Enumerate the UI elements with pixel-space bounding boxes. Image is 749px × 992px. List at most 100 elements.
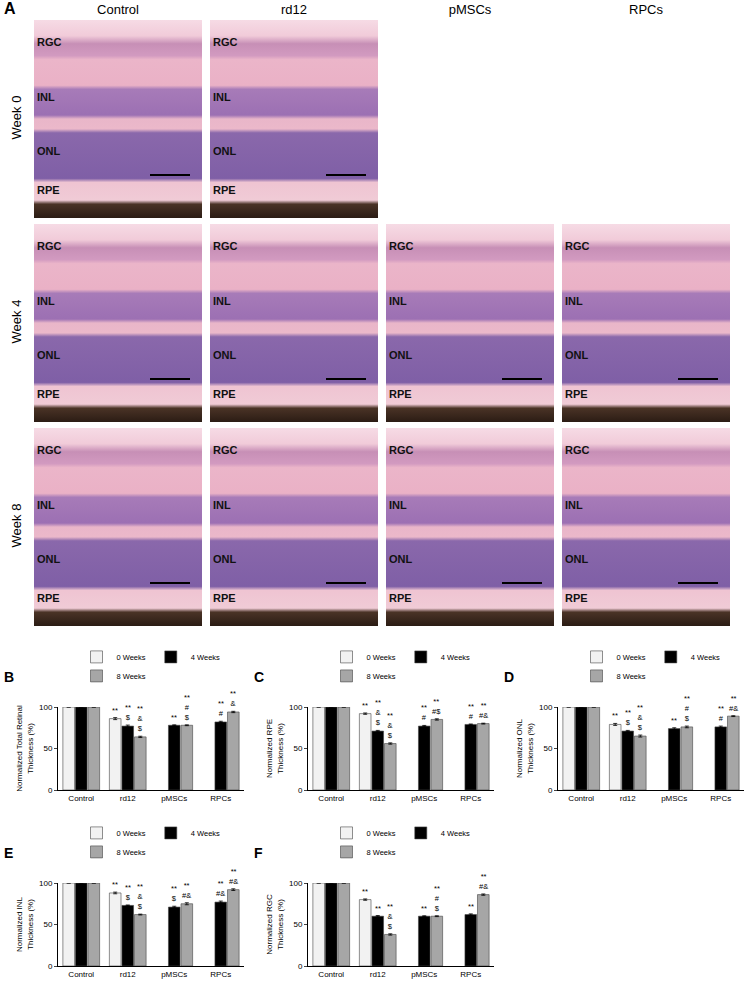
svg-text:RPCs: RPCs (460, 970, 481, 979)
svg-text:RPCs: RPCs (460, 794, 481, 803)
svg-text:**: ** (671, 716, 677, 725)
svg-text:**#&: **#& (729, 694, 738, 713)
html-text:Week 8: Week 8 (8, 503, 24, 548)
svg-text:8 Weeks: 8 Weeks (117, 672, 146, 681)
svg-text:8 Weeks: 8 Weeks (117, 848, 146, 857)
svg-text:50: 50 (43, 920, 52, 929)
svg-text:0: 0 (298, 962, 303, 971)
svg-text:Normalized INLThickness (%): Normalized INLThickness (%) (15, 896, 34, 952)
svg-text:**: ** (468, 902, 474, 911)
svg-text:**#&: **#& (479, 701, 488, 720)
svg-text:0 Weeks: 0 Weeks (367, 829, 396, 838)
svg-text:Control: Control (68, 794, 94, 803)
html-text:rd12: rd12 (281, 2, 307, 17)
svg-text:**: ** (171, 713, 177, 722)
svg-text:0 Weeks: 0 Weeks (617, 653, 646, 662)
svg-text:50: 50 (293, 744, 302, 753)
svg-text:100: 100 (39, 703, 53, 712)
svg-text:**#$: **#$ (684, 694, 690, 723)
svg-text:**&$: **&$ (137, 704, 143, 733)
svg-text:Control: Control (318, 970, 344, 979)
svg-text:Normalized ONLThickness (%): Normalized ONLThickness (%) (515, 718, 534, 778)
svg-text:**&$: **&$ (375, 698, 381, 727)
svg-text:**&$: **&$ (137, 882, 143, 911)
svg-text:0 Weeks: 0 Weeks (367, 653, 396, 662)
svg-text:0: 0 (298, 786, 303, 795)
svg-text:**: ** (112, 880, 118, 889)
svg-text:0: 0 (48, 962, 53, 971)
svg-text:Control: Control (318, 794, 344, 803)
svg-text:100: 100 (539, 703, 553, 712)
svg-text:**#&: **#& (229, 867, 238, 886)
svg-text:**: ** (362, 887, 368, 896)
svg-text:100: 100 (289, 703, 303, 712)
svg-text:**&$: **&$ (387, 711, 393, 740)
svg-text:pMSCs: pMSCs (411, 794, 437, 803)
svg-text:**&: **& (230, 689, 236, 708)
svg-text:**#: **# (218, 699, 224, 718)
svg-text:**#: **# (718, 704, 724, 723)
svg-text:RPCs: RPCs (210, 794, 231, 803)
svg-text:**$: **$ (125, 703, 131, 722)
svg-text:**#$: **#$ (434, 884, 440, 913)
svg-text:Normalized RGCThickness (%): Normalized RGCThickness (%) (265, 894, 284, 955)
svg-text:100: 100 (39, 879, 53, 888)
svg-text:**: ** (112, 706, 118, 715)
svg-text:D: D (504, 669, 514, 685)
svg-text:50: 50 (293, 920, 302, 929)
svg-text:4 Weeks: 4 Weeks (191, 653, 220, 662)
svg-text:4 Weeks: 4 Weeks (441, 829, 470, 838)
svg-text:**#$: **#$ (432, 697, 441, 716)
svg-text:rd12: rd12 (120, 794, 137, 803)
svg-text:0: 0 (548, 786, 553, 795)
svg-text:8 Weeks: 8 Weeks (367, 672, 396, 681)
svg-text:**#: **# (421, 703, 427, 722)
svg-text:rd12: rd12 (620, 794, 637, 803)
svg-text:**$: **$ (625, 708, 631, 727)
svg-text:**: ** (362, 701, 368, 710)
svg-text:0: 0 (48, 786, 53, 795)
svg-text:Control: Control (568, 794, 594, 803)
svg-text:0 Weeks: 0 Weeks (117, 653, 146, 662)
svg-text:4 Weeks: 4 Weeks (441, 653, 470, 662)
svg-text:F: F (254, 845, 263, 861)
svg-text:Control: Control (68, 970, 94, 979)
svg-text:**#&: **#& (216, 879, 225, 898)
html-text:Week 4: Week 4 (8, 299, 24, 344)
svg-text:RPCs: RPCs (710, 794, 731, 803)
svg-text:**&$: **&$ (637, 703, 643, 732)
svg-text:**: ** (421, 904, 427, 913)
svg-text:**#$: **#$ (184, 693, 190, 722)
svg-text:50: 50 (543, 744, 552, 753)
svg-text:**$: **$ (171, 884, 177, 903)
svg-text:pMSCs: pMSCs (161, 794, 187, 803)
svg-text:B: B (4, 669, 14, 685)
svg-text:E: E (4, 845, 13, 861)
svg-text:**#&: **#& (479, 872, 488, 891)
svg-text:pMSCs: pMSCs (411, 970, 437, 979)
svg-text:100: 100 (289, 879, 303, 888)
svg-text:**#: **# (468, 702, 474, 721)
svg-text:pMSCs: pMSCs (161, 970, 187, 979)
svg-text:0 Weeks: 0 Weeks (117, 829, 146, 838)
svg-text:**: ** (375, 904, 381, 913)
svg-text:Normalized Total RetinalThickn: Normalized Total RetinalThickness (%) (15, 705, 34, 792)
svg-text:**: ** (612, 711, 618, 720)
svg-text:rd12: rd12 (120, 970, 137, 979)
svg-text:**#&: **#& (182, 881, 191, 900)
svg-text:4 Weeks: 4 Weeks (191, 829, 220, 838)
svg-text:pMSCs: pMSCs (661, 794, 687, 803)
svg-text:50: 50 (43, 744, 52, 753)
svg-text:**&$: **&$ (387, 902, 393, 931)
html-text:Week 0: Week 0 (8, 95, 24, 140)
svg-text:4 Weeks: 4 Weeks (691, 653, 720, 662)
svg-text:Normalized RPEThickness (%): Normalized RPEThickness (%) (265, 719, 284, 778)
svg-text:8 Weeks: 8 Weeks (617, 672, 646, 681)
svg-text:C: C (254, 669, 264, 685)
svg-text:rd12: rd12 (370, 970, 387, 979)
svg-text:rd12: rd12 (370, 794, 387, 803)
html-text:Control: Control (97, 2, 139, 17)
svg-text:RPCs: RPCs (210, 970, 231, 979)
svg-text:8 Weeks: 8 Weeks (367, 848, 396, 857)
svg-text:**$: **$ (125, 883, 131, 902)
